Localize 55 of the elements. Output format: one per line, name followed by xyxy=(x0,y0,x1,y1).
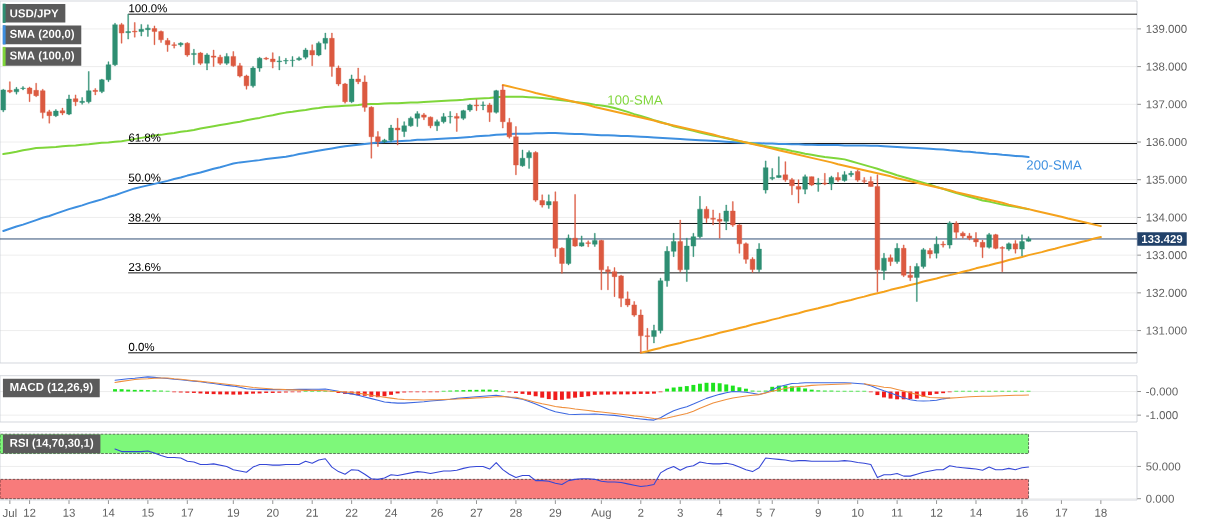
x-tick-label: 16 xyxy=(1016,508,1028,517)
annotation: 50.0% xyxy=(128,173,161,182)
y-tick-label: 136.000 xyxy=(1146,137,1187,147)
x-tick-label: 10 xyxy=(852,508,864,517)
x-tick-label: 29 xyxy=(549,508,562,517)
x-tick-label: 14 xyxy=(970,508,983,517)
x-tick-label: 18 xyxy=(1095,508,1107,517)
annotation: 200-SMA xyxy=(1026,160,1082,170)
x-tick-label: 14 xyxy=(102,508,115,517)
x-tick-label: 26 xyxy=(431,508,443,517)
y-tick-label: -1.000 xyxy=(1146,411,1178,420)
text: RSI (14,70,30,1) xyxy=(10,438,94,450)
y-tick-label: 132.000 xyxy=(1146,288,1187,297)
y-tick-label: 133.000 xyxy=(1146,251,1187,260)
text: MACD (12,26,9) xyxy=(10,382,93,394)
y-tick-label: 137.000 xyxy=(1146,100,1187,109)
x-tick-label: 17 xyxy=(181,508,194,517)
annotation: 100.0% xyxy=(129,4,167,13)
annotation: 23.6% xyxy=(129,262,161,271)
x-tick-label: 15 xyxy=(142,508,154,517)
x-tick-label: Jul xyxy=(2,508,17,518)
annotation: 100-SMA xyxy=(608,95,663,105)
y-tick-label: 139.000 xyxy=(1146,24,1187,33)
x-tick-label: 28 xyxy=(510,508,522,517)
y-tick-label: 0.000 xyxy=(1146,494,1174,503)
x-tick-label: 27 xyxy=(470,508,483,517)
legend-label: SMA (100,0) xyxy=(9,51,75,62)
x-tick-label: 24 xyxy=(385,508,398,517)
x-tick-label: 20 xyxy=(266,508,279,517)
ref-line-label: 133.429 xyxy=(1142,234,1183,244)
text: USD/JPY xyxy=(10,9,59,18)
x-tick-label: Aug xyxy=(591,508,611,519)
x-tick-label: 5 xyxy=(756,508,762,517)
y-tick-label: 138.000 xyxy=(1146,62,1187,71)
x-tick-label: 12 xyxy=(931,508,943,517)
y-tick-label: 134.000 xyxy=(1146,213,1187,222)
x-tick-label: 12 xyxy=(24,508,36,517)
x-tick-label: 7 xyxy=(769,508,775,517)
y-tick-label: -0.000 xyxy=(1146,387,1178,396)
y-tick-label: 131.000 xyxy=(1146,326,1187,335)
x-tick-label: 4 xyxy=(716,508,723,517)
x-tick-label: 22 xyxy=(345,508,358,517)
x-tick-label: 17 xyxy=(1055,508,1068,517)
x-tick-label: 3 xyxy=(677,508,683,517)
x-tick-label: 21 xyxy=(306,508,318,517)
x-tick-label: 19 xyxy=(227,508,240,517)
x-tick-label: 13 xyxy=(63,508,75,517)
x-tick-label: 2 xyxy=(638,508,644,517)
annotation: 38.2% xyxy=(128,213,161,222)
x-tick-label: 11 xyxy=(892,508,903,517)
legend-label: SMA (200,0) xyxy=(9,29,75,41)
y-tick-label: 135.000 xyxy=(1146,175,1187,184)
annotation: 0.0% xyxy=(128,342,155,351)
x-tick-label: 9 xyxy=(815,508,821,517)
y-tick-label: 50.000 xyxy=(1146,462,1181,471)
